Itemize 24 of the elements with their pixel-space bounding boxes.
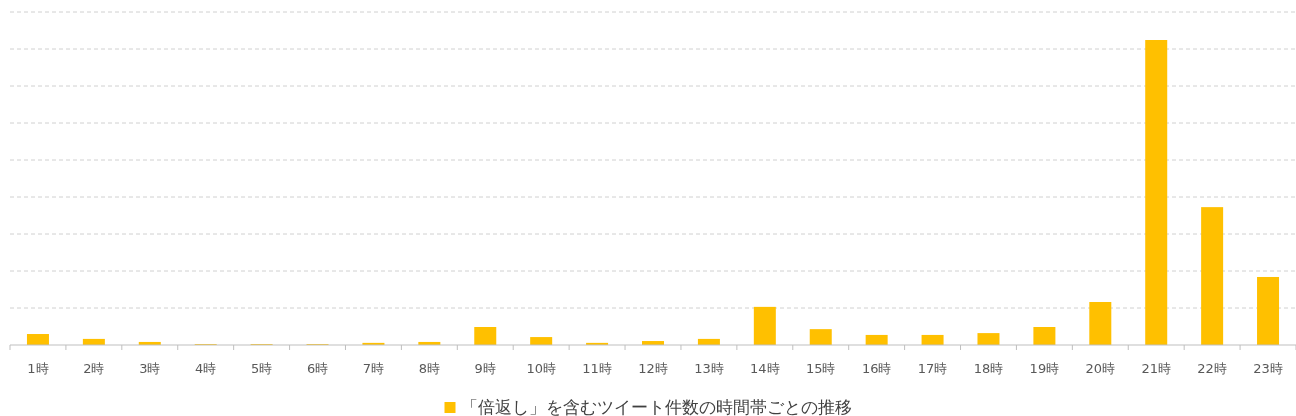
x-tick-label: 20時	[1085, 361, 1116, 376]
x-tick-label: 9時	[474, 361, 496, 376]
x-tick-label: 21時	[1141, 361, 1171, 376]
x-tick-label: 4時	[195, 361, 217, 376]
x-tick-label: 7時	[362, 361, 385, 376]
x-tick-label: 14時	[750, 361, 780, 376]
x-tick-label: 10時	[526, 361, 556, 376]
x-tick-label: 3時	[139, 361, 161, 376]
x-tick-label: 23時	[1253, 361, 1283, 376]
x-tick-label: 1時	[27, 361, 49, 376]
x-tick-label: 8時	[418, 361, 440, 376]
x-tick-label: 5時	[250, 361, 273, 376]
x-tick-label: 15時	[805, 361, 836, 376]
x-tick-label: 6時	[306, 361, 329, 376]
x-tick-label: 17時	[917, 361, 948, 376]
x-tick-label: 12時	[638, 361, 668, 376]
x-tick-label: 11時	[582, 361, 612, 376]
x-tick-label: 19時	[1029, 361, 1060, 376]
x-tick-label: 13時	[694, 361, 724, 376]
x-tick-label: 2時	[83, 361, 105, 376]
x-tick-label: 22時	[1197, 361, 1227, 376]
x-tick-label: 18時	[973, 361, 1004, 376]
x-tick-label: 16時	[861, 361, 892, 376]
legend-label: 「倍返し」を含むツイート件数の時間帯ごとの推移	[460, 397, 852, 416]
